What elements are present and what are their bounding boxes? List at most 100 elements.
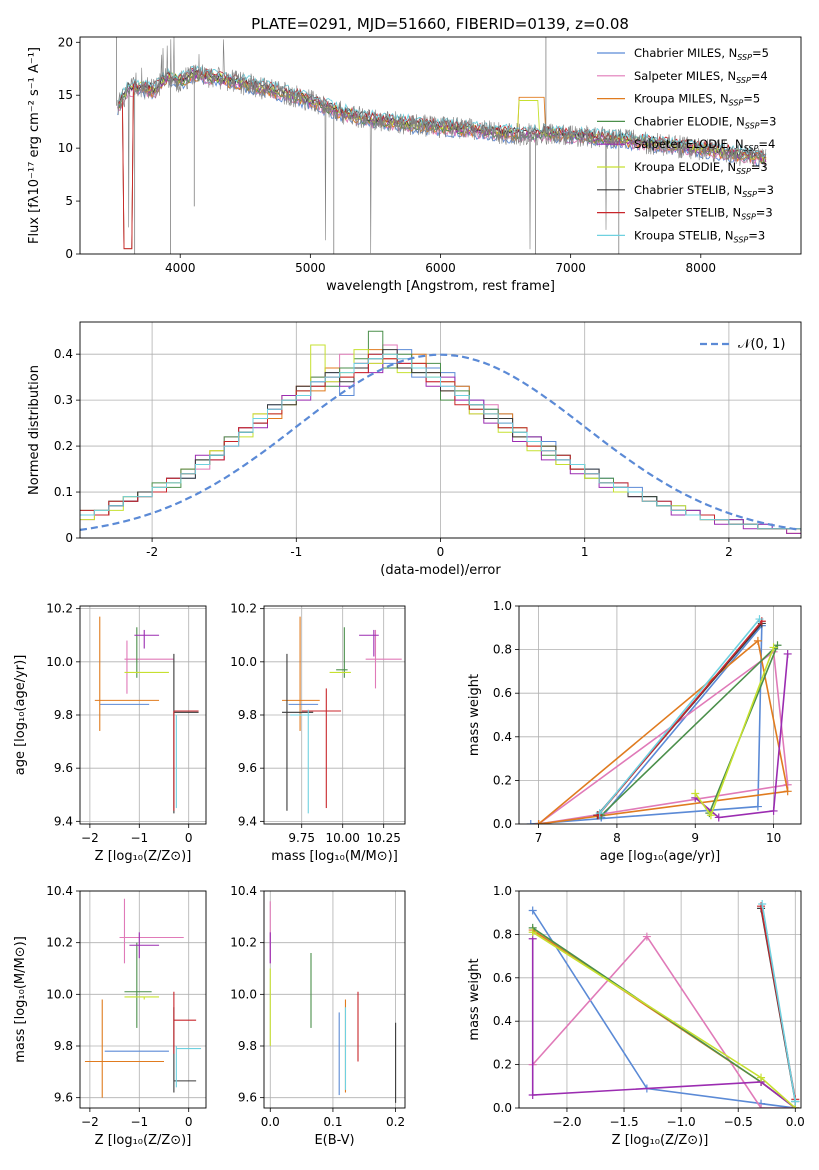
legend-label-base: Kroupa MILES, N xyxy=(634,92,729,106)
mass-vs-z-panel: −2 −1 0 9.6 9.8 10.0 10.2 10.4 Z [log₁₀(Z/Z⊙)] ma… xyxy=(13,884,207,1148)
y-tick-label: 0.0 xyxy=(493,1101,512,1115)
legend-label-tail: =4 xyxy=(758,137,775,151)
weight-marker xyxy=(783,649,792,658)
errorbar-kroupa-miles xyxy=(84,999,164,1098)
x-axis-label: mass [log₁₀(M/M⊙)] xyxy=(271,849,398,864)
errorbar-kroupa-stelib xyxy=(290,709,310,814)
y-tick-label: 20 xyxy=(58,35,73,49)
weight-marker xyxy=(753,802,762,811)
legend-label: 𝒩(0, 1) xyxy=(738,337,785,352)
residuals-panel: -2 -1 0 1 2 0 0.1 0.2 0.3 0.4 (data-model)/error No… xyxy=(27,321,802,578)
y-tick-label: 9.6 xyxy=(54,761,73,775)
x-tick-label: -1 xyxy=(290,545,302,559)
x-tick-label: 10.25 xyxy=(367,831,401,845)
legend-label: Chabrier ELODIE, NSSP=3 xyxy=(634,114,776,130)
weight-marker xyxy=(791,1097,800,1106)
errorbar-salpeter-stelib xyxy=(173,991,197,1054)
plot-area xyxy=(528,900,800,1108)
y-axis-label: Normed distribution xyxy=(27,365,42,495)
legend-label-base: Chabrier ELODIE, N xyxy=(634,114,745,128)
errorbar-salpeter-stelib xyxy=(173,710,199,811)
y-tick-label: 0.2 xyxy=(54,439,73,453)
legend-label-tail: =4 xyxy=(751,69,768,83)
weight-line-salpeter-miles xyxy=(538,650,789,824)
axes-frame xyxy=(518,890,802,1109)
x-tick-label: 0.0 xyxy=(261,1115,280,1129)
y-tick-label: 10.2 xyxy=(230,936,257,950)
weight-line-kroupa-stelib xyxy=(761,903,797,1102)
plot-area xyxy=(84,898,202,1098)
y-tick-label: 0.1 xyxy=(54,485,73,499)
x-tick-label: −2 xyxy=(81,831,99,845)
x-tick-label: 5000 xyxy=(295,261,326,275)
errorbar-chabrier-elodie xyxy=(124,942,152,1028)
legend-label-tail: =3 xyxy=(751,160,768,174)
weight-marker xyxy=(757,1073,766,1082)
y-tick-label: 0.2 xyxy=(493,1058,512,1072)
x-tick-label: 9.75 xyxy=(288,831,315,845)
y-tick-label: 0.8 xyxy=(493,927,512,941)
y-tick-label: 0.2 xyxy=(493,773,512,787)
legend-label: Salpeter STELIB, NSSP=3 xyxy=(634,206,773,222)
weight-marker xyxy=(783,787,792,796)
x-tick-label: 1 xyxy=(581,545,589,559)
weight-marker xyxy=(706,811,715,820)
x-tick-label: 10 xyxy=(766,831,781,845)
y-axis-label: age [log₁₀(age/yr)] xyxy=(13,655,28,776)
y-tick-label: 0 xyxy=(65,247,73,261)
spectrum-panel: 4000 5000 6000 7000 8000 0 5 10 15 20 wavelength [… xyxy=(27,35,802,294)
legend-label-sub: SSP xyxy=(745,121,760,130)
y-tick-label: 10.0 xyxy=(230,655,257,669)
x-tick-label: 4000 xyxy=(165,261,196,275)
x-tick-label: -2 xyxy=(146,545,158,559)
y-tick-label: 9.6 xyxy=(54,1091,73,1105)
x-tick-label: −2.0 xyxy=(552,1115,581,1129)
legend-label-base: Chabrier STELIB, N xyxy=(634,183,742,197)
x-tick-label: 10.00 xyxy=(326,831,360,845)
y-tick-label: 15 xyxy=(58,88,73,102)
x-axis-label: E(B-V) xyxy=(314,1133,354,1148)
y-tick-label: 1.0 xyxy=(493,599,512,613)
x-tick-label: −1 xyxy=(130,1115,148,1129)
legend-label-sub: SSP xyxy=(741,213,756,222)
y-tick-label: 10.2 xyxy=(46,936,73,950)
weight-line-chabrier-miles xyxy=(530,623,763,824)
x-tick-label: 0.2 xyxy=(386,1115,405,1129)
legend-label: Salpeter ELODIE, NSSP=4 xyxy=(634,137,775,153)
y-tick-label: 0.4 xyxy=(54,347,73,361)
y-tick-label: 10 xyxy=(58,141,73,155)
y-tick-label: 10.2 xyxy=(230,602,257,616)
legend-label-tail: =5 xyxy=(743,92,760,106)
data-spectrum xyxy=(117,37,767,254)
plot-area xyxy=(269,901,397,1103)
plot-area xyxy=(282,616,402,814)
legend-label: Kroupa ELODIE, NSSP=3 xyxy=(634,160,768,176)
y-tick-label: 9.6 xyxy=(238,761,257,775)
legend-label-sub: SSP xyxy=(736,167,751,176)
legend-label-base: Kroupa STELIB, N xyxy=(634,228,734,242)
errorbar-kroupa-miles xyxy=(282,616,320,731)
weight-line-salpeter-elodie xyxy=(531,938,796,1108)
legend-label-base: Salpeter STELIB, N xyxy=(634,206,741,220)
x-axis-label: wavelength [Angstrom, rest frame] xyxy=(326,279,555,294)
weight-marker xyxy=(526,820,535,824)
weight-marker xyxy=(769,806,778,815)
legend-label-sub: SSP xyxy=(742,190,757,199)
y-tick-label: 10.4 xyxy=(230,884,257,898)
y-tick-label: 10.4 xyxy=(46,884,73,898)
y-tick-label: 9.4 xyxy=(238,814,257,828)
x-tick-label: −1.0 xyxy=(667,1115,696,1129)
weight-marker xyxy=(714,813,723,822)
x-tick-label: 0 xyxy=(437,545,445,559)
errorbar-chabrier-elodie xyxy=(336,627,348,678)
legend-label-base: Salpeter MILES, N xyxy=(634,69,736,83)
y-tick-label: 0.6 xyxy=(493,686,512,700)
x-tick-label: 0.0 xyxy=(786,1115,805,1129)
errorbar-chabrier-stelib xyxy=(173,653,199,814)
x-tick-label: 0 xyxy=(185,831,193,845)
y-tick-label: 0.8 xyxy=(493,643,512,657)
normal-curve xyxy=(80,353,801,531)
legend-label-sub: SSP xyxy=(737,53,752,62)
age-vs-mass-panel: 9.75 10.00 10.25 9.4 9.6 9.8 10.0 10.2 mass [log… xyxy=(230,602,406,864)
